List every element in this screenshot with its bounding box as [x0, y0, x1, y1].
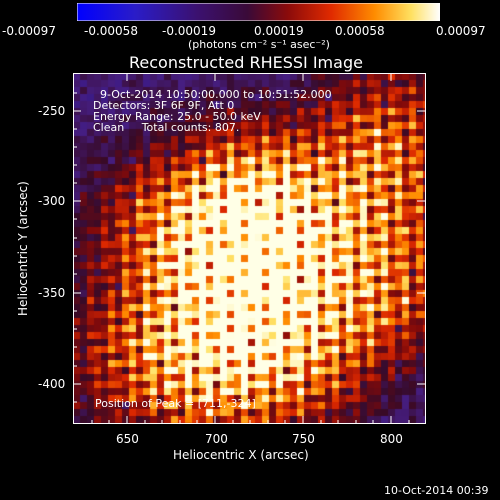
colorbar-tick: 0.00019 [254, 24, 304, 38]
colorbar-tick: 0.00058 [335, 24, 385, 38]
info-clean-counts: Clean Total counts: 807. [93, 121, 240, 134]
info-time-range: 9-Oct-2014 10:50:00.000 to 10:51:52.000 [100, 88, 332, 101]
peak-position-label: Position of Peak = [711,-324] [95, 397, 256, 410]
x-tick-label: 650 [116, 432, 139, 446]
info-energy-range: Energy Range: 25.0 - 50.0 keV [93, 110, 261, 123]
footer-timestamp: 10-Oct-2014 00:39 [384, 484, 489, 497]
x-tick-label: 750 [292, 432, 315, 446]
x-axis-label: Heliocentric X (arcsec) [173, 448, 309, 462]
colorbar-tick: 0.00097 [436, 24, 486, 38]
x-tick-label: 700 [205, 432, 228, 446]
colorbar-tick: -0.00097 [2, 24, 56, 38]
x-tick-label: 800 [380, 432, 403, 446]
colorbar [77, 3, 440, 21]
y-tick-label: -350 [38, 286, 66, 300]
info-detectors: Detectors: 3F 6F 9F, Att 0 [93, 99, 235, 112]
colorbar-unit-label: (photons cm⁻² s⁻¹ asec⁻²) [188, 38, 330, 51]
plot-title: Reconstructed RHESSI Image [129, 53, 363, 72]
y-axis-label: Heliocentric Y (arcsec) [16, 181, 30, 316]
y-tick-label: -250 [38, 104, 66, 118]
y-tick-label: -400 [38, 377, 66, 391]
y-tick-label: -300 [38, 194, 66, 208]
colorbar-tick: -0.00019 [162, 24, 216, 38]
colorbar-tick: -0.00058 [84, 24, 138, 38]
